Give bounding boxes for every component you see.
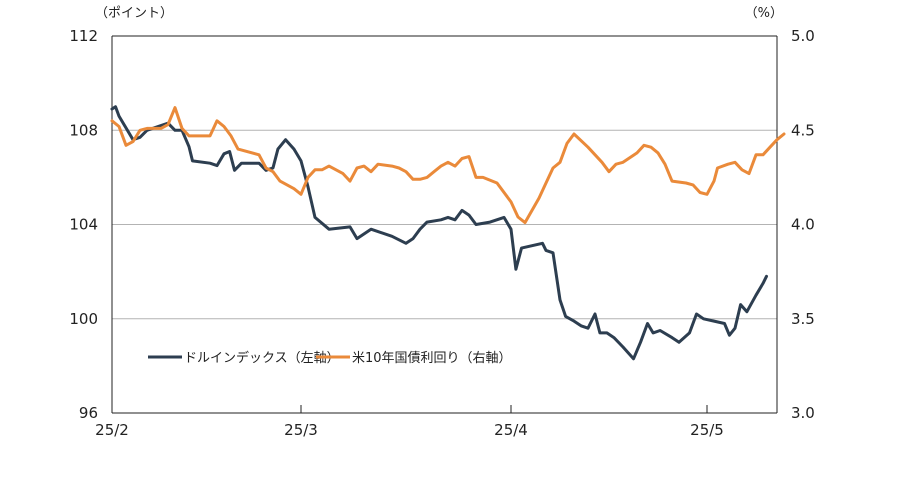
x-tick-label: 25/3	[284, 421, 318, 439]
legend-label-dollar-index: ドルインデックス（左軸）	[184, 350, 340, 366]
x-axis-ticks: 25/2 25/3 25/4 25/5	[95, 405, 724, 439]
right-axis-ticks: 5.0 4.5 4.0 3.5 3.0	[791, 27, 815, 422]
series-line-us10y-yield	[110, 106, 786, 225]
left-tick-label: 112	[69, 27, 98, 45]
x-tick-label: 25/2	[95, 421, 129, 439]
right-tick-label: 3.0	[791, 404, 815, 422]
right-tick-label: 3.5	[791, 310, 815, 328]
x-tick-label: 25/4	[494, 421, 528, 439]
left-tick-label: 96	[79, 404, 98, 422]
right-tick-label: 4.0	[791, 216, 815, 234]
right-axis-unit: （%）	[745, 6, 783, 21]
legend: ドルインデックス（左軸） 米10年国債利回り（右軸）	[148, 350, 512, 366]
right-tick-label: 4.5	[791, 121, 815, 139]
left-tick-label: 100	[69, 310, 98, 328]
series-layer	[110, 105, 786, 361]
left-axis-ticks: 112 108 104 100 96	[69, 27, 98, 422]
left-axis-unit: （ポイント）	[95, 6, 173, 21]
grid-lines	[112, 129, 777, 320]
left-tick-label: 108	[69, 121, 98, 139]
series-line-dollar-index	[110, 105, 768, 361]
x-tick-label: 25/5	[690, 421, 724, 439]
left-tick-label: 104	[69, 216, 98, 234]
legend-label-us10y-yield: 米10年国債利回り（右軸）	[352, 351, 512, 366]
right-tick-label: 5.0	[791, 27, 815, 45]
